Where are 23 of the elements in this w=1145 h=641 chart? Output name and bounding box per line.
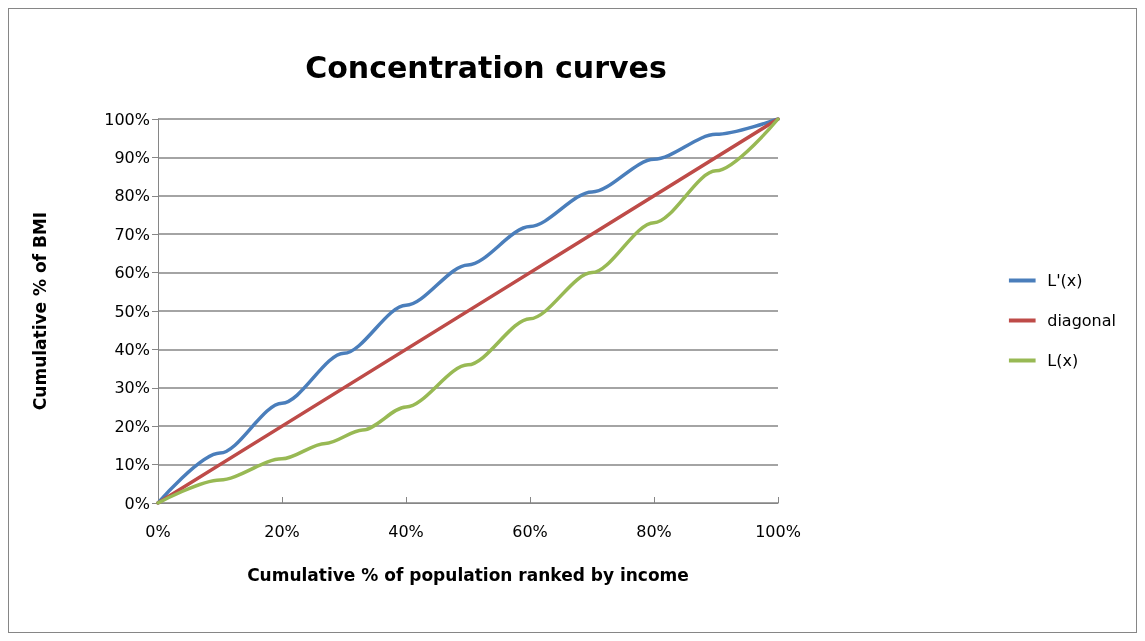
y-tick-label: 70% <box>114 224 150 244</box>
legend-label: diagonal <box>1047 311 1117 330</box>
legend-label: L(x) <box>1047 351 1079 370</box>
y-tick-label: 90% <box>114 147 150 167</box>
y-tick-label: 100% <box>104 109 150 129</box>
y-tick-label: 0% <box>124 493 150 513</box>
y-tick-label: 30% <box>114 378 150 398</box>
x-tick-label: 100% <box>755 521 801 541</box>
y-tick-label: 50% <box>114 301 150 321</box>
chart-title: Concentration curves <box>305 49 667 85</box>
y-tick-label: 40% <box>114 339 150 359</box>
y-tick-label: 60% <box>114 263 150 283</box>
y-tick-label: 80% <box>114 186 150 206</box>
x-tick-label: 40% <box>388 521 424 541</box>
y-axis-title: Cumulative % of BMI <box>29 211 50 411</box>
x-tick-label: 60% <box>512 521 548 541</box>
y-tick-label: 10% <box>114 455 150 475</box>
x-tick-label: 20% <box>264 521 300 541</box>
legend-label: L'(x) <box>1047 271 1083 290</box>
x-axis-title: Cumulative % of population ranked by income <box>247 564 689 585</box>
y-tick-label: 20% <box>114 416 150 436</box>
x-tick-label: 0% <box>145 521 171 541</box>
x-tick-label: 80% <box>636 521 672 541</box>
